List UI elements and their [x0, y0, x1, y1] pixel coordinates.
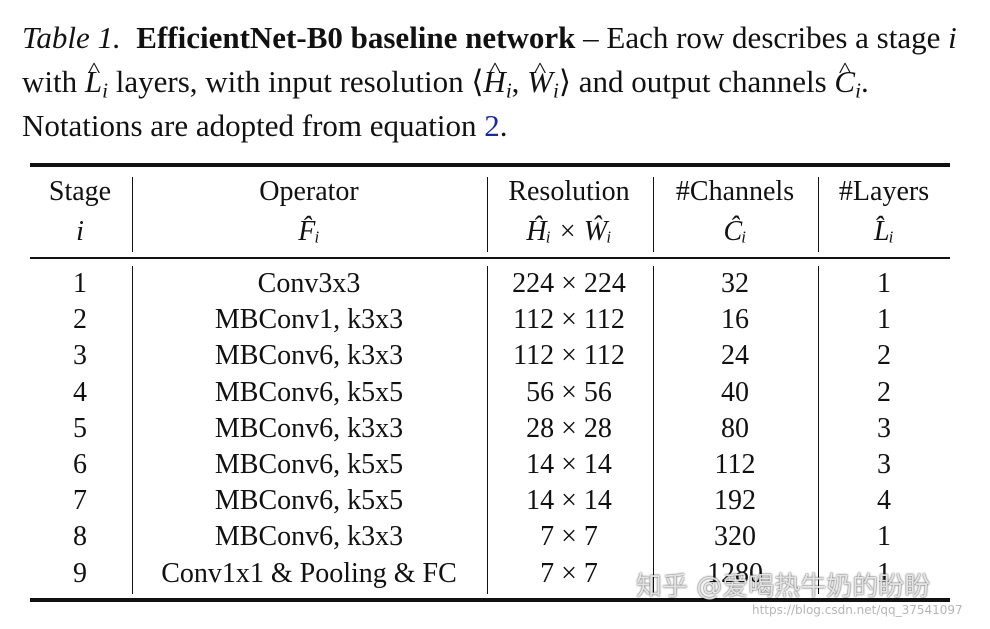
table-cell-channels: 24 [721, 340, 749, 372]
table-cell-layers: 1 [877, 557, 891, 589]
column-divider [132, 177, 133, 252]
table-cell-operator: MBConv6, k5x5 [214, 376, 404, 408]
table-cell-channels: 192 [714, 485, 756, 517]
table-cell-resolution: 7 × 7 [540, 521, 598, 553]
header-channels: #Channels [675, 176, 795, 207]
table-cell-resolution: 112 × 112 [513, 340, 625, 372]
caption-title: EfficientNet-B0 baseline network [136, 20, 576, 55]
table-cell-channels: 16 [721, 304, 749, 336]
table-cell-stage: 3 [73, 340, 87, 372]
table-cell-operator: MBConv6, k3x3 [214, 412, 404, 444]
table-cell-layers: 1 [877, 304, 891, 336]
caption-sym-c: C [834, 60, 855, 104]
table-cell-resolution: 14 × 14 [526, 485, 612, 517]
table-caption: Table 1. EfficientNet-B0 baseline networ… [22, 16, 972, 148]
table-cell-channels: 320 [714, 521, 756, 553]
caption-text-1: – Each row describes a stage [575, 20, 949, 55]
table-cell-operator: MBConv1, k3x3 [214, 304, 404, 336]
column-divider [487, 177, 488, 252]
table-cell-operator: MBConv6, k3x3 [214, 521, 404, 553]
table-cell-operator: Conv3x3 [257, 268, 361, 299]
table-cell-resolution: 14 × 14 [526, 449, 612, 480]
table-cell-layers: 2 [877, 340, 891, 372]
table-cell-resolution: 28 × 28 [526, 412, 612, 444]
header-channels-symbol: Ĉᵢ [723, 216, 747, 247]
equation-ref-link[interactable]: 2 [484, 108, 500, 143]
header-operator-symbol: F̂ᵢ [298, 216, 320, 247]
caption-sym-i: i [948, 20, 957, 55]
table-cell-layers: 2 [877, 376, 891, 408]
watermark-url: https://blog.csdn.net/qq_37541097 [752, 603, 963, 617]
caption-sym-h: H [483, 60, 505, 104]
table-cell-operator: MBConv6, k5x5 [214, 485, 404, 517]
column-divider [818, 177, 819, 252]
table-cell-stage: 4 [73, 376, 87, 408]
table-cell-operator: MBConv6, k3x3 [214, 340, 404, 372]
column-divider [818, 266, 819, 594]
header-stage-symbol: i [76, 216, 84, 247]
table-cell-channels: 1280 [707, 557, 763, 589]
header-layers: #Layers [838, 176, 930, 207]
table-cell-layers: 4 [877, 485, 891, 517]
table-cell-layers: 1 [877, 268, 891, 299]
table-cell-layers: 3 [877, 412, 891, 444]
header-resolution: Resolution [508, 176, 630, 207]
caption-text-6: . Notations are adopted from equation [22, 64, 869, 143]
table-cell-channels: 32 [721, 268, 749, 299]
caption-sym-w: W [527, 60, 553, 104]
table-cell-stage: 2 [73, 304, 87, 336]
table-bottom-rule [30, 598, 950, 602]
table-cell-stage: 7 [73, 485, 87, 517]
table-cell-stage: 1 [73, 268, 87, 299]
table-cell-layers: 3 [877, 449, 891, 480]
watermark-text: 知乎 @爱喝热牛奶的盼盼 [636, 572, 931, 602]
table-header-rule [30, 257, 950, 259]
caption-text-7: . [499, 108, 508, 143]
caption-text-4: , [511, 64, 528, 99]
table-cell-operator: Conv1x1 & Pooling & FC [161, 557, 457, 589]
caption-text-5: ⟩ and output channels [558, 64, 835, 99]
column-divider [653, 266, 654, 594]
table-cell-stage: 9 [73, 557, 87, 589]
table-cell-resolution: 7 × 7 [540, 557, 598, 589]
caption-text-2: with [22, 64, 85, 99]
caption-sym-l: L [85, 60, 102, 104]
caption-label: Table 1. [22, 20, 121, 55]
caption-text-3: layers, with input resolution ⟨ [107, 64, 484, 99]
table-top-rule [30, 163, 950, 167]
table-cell-operator: MBConv6, k5x5 [214, 449, 404, 480]
table-cell-channels: 112 [714, 449, 756, 480]
table-cell-stage: 8 [73, 521, 87, 553]
table-cell-resolution: 56 × 56 [526, 376, 612, 408]
header-layers-symbol: L̂ᵢ [873, 216, 894, 247]
header-resolution-symbol: Ĥᵢ × Ŵᵢ [526, 216, 612, 247]
table-cell-channels: 40 [721, 376, 749, 408]
table-cell-layers: 1 [877, 521, 891, 553]
column-divider [132, 266, 133, 594]
table-cell-resolution: 112 × 112 [513, 304, 625, 336]
table-cell-stage: 6 [73, 449, 87, 480]
table-cell-resolution: 224 × 224 [512, 268, 626, 299]
column-divider [487, 266, 488, 594]
column-divider [653, 177, 654, 252]
table-cell-channels: 80 [721, 412, 749, 444]
header-operator: Operator [259, 176, 359, 207]
header-stage: Stage [48, 176, 112, 207]
table-cell-stage: 5 [73, 412, 87, 444]
